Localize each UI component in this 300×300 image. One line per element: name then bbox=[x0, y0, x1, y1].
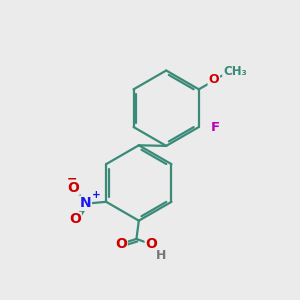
Text: −: − bbox=[67, 173, 77, 186]
Text: +: + bbox=[92, 190, 101, 200]
Text: O: O bbox=[69, 212, 81, 226]
Text: O: O bbox=[208, 73, 219, 85]
Text: N: N bbox=[80, 196, 92, 210]
Text: CH₃: CH₃ bbox=[223, 65, 247, 78]
Text: O: O bbox=[67, 181, 79, 195]
Text: O: O bbox=[145, 237, 157, 251]
Text: H: H bbox=[155, 249, 166, 262]
Text: O: O bbox=[115, 237, 127, 251]
Text: F: F bbox=[211, 121, 220, 134]
